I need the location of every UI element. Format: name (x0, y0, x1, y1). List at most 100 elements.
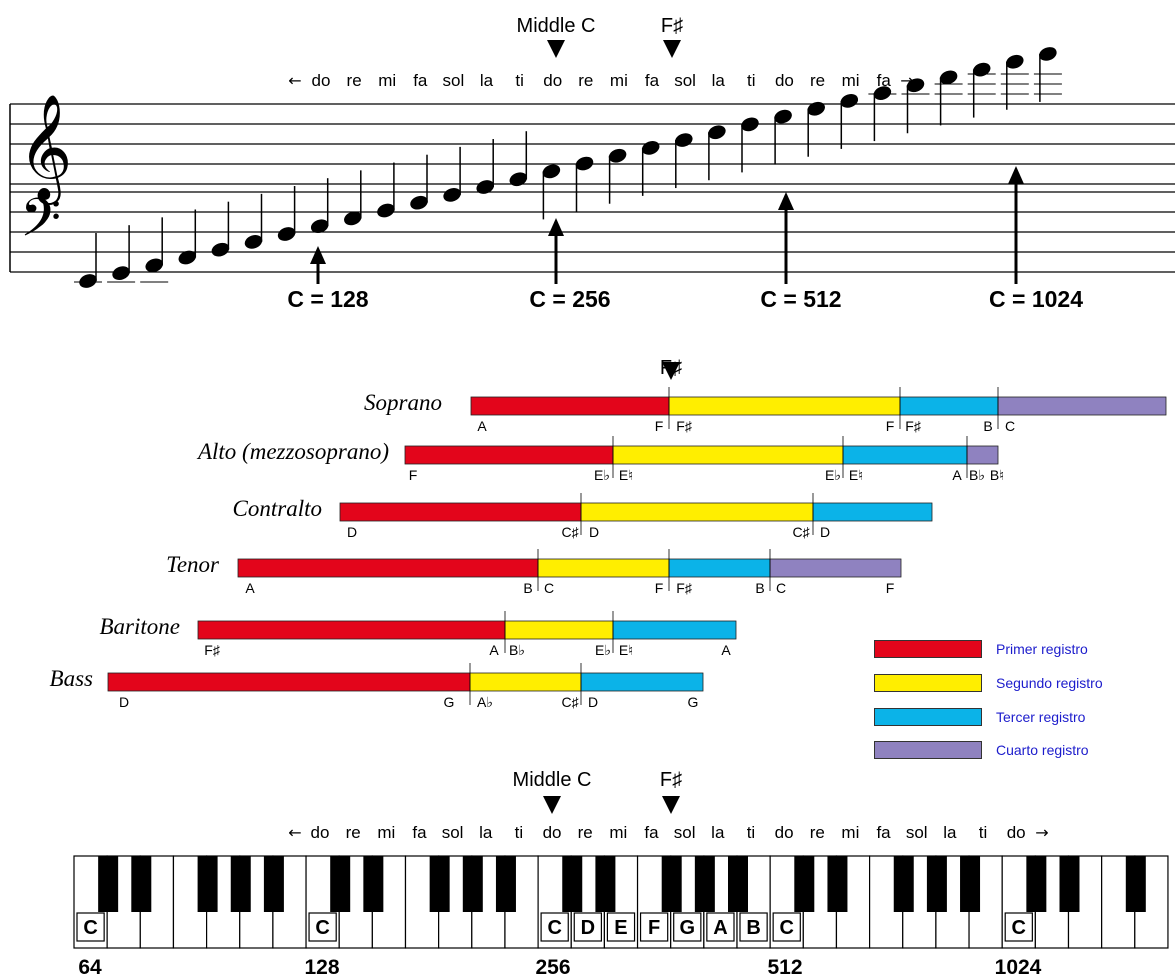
legend-swatch-tercer (874, 708, 982, 726)
staff-solfege-syllable: mi (378, 71, 396, 90)
keyboard-frequency-label: 512 (767, 956, 802, 979)
voice-note-label: A♭ (477, 694, 493, 710)
keyboard-solfege-syllable: re (578, 823, 593, 842)
voice-range-baritone: Baritone F♯ A B♭ E♭ E♮ A (100, 611, 737, 658)
keyboard-solfege-syllable: la (711, 823, 725, 842)
keyboard-solfege-syllable: ti (979, 823, 988, 842)
register-bar-tercer (613, 621, 736, 639)
voice-name: Tenor (166, 552, 220, 577)
staff-note (541, 162, 562, 219)
staff-note (640, 139, 661, 196)
black-key (1026, 856, 1046, 912)
keyboard-solfege-syllable: fa (412, 823, 427, 842)
register-bar-tercer (843, 446, 967, 464)
keyboard-solfege-syllable: sol (674, 823, 696, 842)
black-key (198, 856, 218, 912)
staff-solfege-syllable: ti (747, 71, 756, 90)
voice-note-label: A (245, 580, 255, 596)
black-key (98, 856, 118, 912)
voice-range-contralto: ContraltoD C♯ D C♯ D (233, 493, 932, 540)
register-bar-primer (238, 559, 538, 577)
keyboard-solfege-syllable: fa (876, 823, 891, 842)
black-key (927, 856, 947, 912)
voice-note-label: A (489, 642, 499, 658)
voice-note-label: B♭ (969, 467, 985, 483)
keyboard-solfege-syllable: la (943, 823, 957, 842)
keyboard-middle-c-label: Middle C (513, 769, 592, 791)
voice-range-alto: Alto (mezzosoprano) F E♭ E♮ E♭ E♮ A B♭ B♮ (196, 436, 1004, 483)
keyboard-solfege-syllable: la (479, 823, 493, 842)
keyboard-solfege-syllable: sol (906, 823, 928, 842)
voice-name: Contralto (233, 496, 322, 521)
black-key (827, 856, 847, 912)
legend-label: Segundo registro (996, 675, 1103, 691)
black-key (562, 856, 582, 912)
staff-note (1001, 53, 1029, 110)
voice-note-label: D (820, 524, 830, 540)
staff-lines (10, 104, 1175, 272)
register-bar-tercer (813, 503, 932, 521)
voice-range-bass: BassD G A♭ C♯ D G (50, 663, 703, 710)
black-key (330, 856, 350, 912)
voice-note-label: G (444, 694, 455, 710)
staff-notes (74, 45, 1062, 290)
keyboard-frequency-label: 256 (535, 956, 570, 979)
black-key (695, 856, 715, 912)
legend-item-tercer: Tercer registro (874, 708, 1164, 728)
keyboard-frequency-label: 128 (304, 956, 339, 979)
keyboard-solfege-row: ← do re mi fa sol la ti do re mi fa sol la ti do re mi fa s… (288, 823, 1048, 842)
keyboard-solfege-syllable: mi (377, 823, 395, 842)
keyboard-solfege-syllable: do (775, 823, 794, 842)
register-bar-segundo (538, 559, 669, 577)
black-key (662, 856, 682, 912)
voice-note-label: B♭ (509, 642, 525, 658)
voice-note-label: F (886, 580, 895, 596)
register-bar-segundo (581, 503, 813, 521)
voice-name: Alto (mezzosoprano) (196, 439, 389, 464)
staff-solfege-syllable: la (480, 71, 494, 90)
voice-note-label: D (589, 524, 599, 540)
legend-swatch-cuarto (874, 741, 982, 759)
keyboard-solfege-syllable: do (1007, 823, 1026, 842)
keyboard-solfege-arrow-right: → (1035, 823, 1048, 842)
legend-item-cuarto: Cuarto registro (874, 741, 1164, 761)
keyboard-solfege-syllable: re (346, 823, 361, 842)
staff-solfege-syllable: sol (674, 71, 696, 90)
voice-note-label: G (688, 694, 699, 710)
voice-note-label: F (886, 418, 895, 434)
staff-note (968, 60, 996, 117)
register-bar-segundo (613, 446, 843, 464)
voice-note-label: E♮ (619, 642, 633, 658)
keyboard-solfege-arrow-left: ← (288, 823, 301, 842)
up-arrow-icon (310, 246, 326, 264)
keyboard-solfege-syllable: do (311, 823, 330, 842)
staff-solfege-syllable: sol (443, 71, 465, 90)
staff-frequency-label: C = 128 (287, 286, 368, 312)
voice-note-label: E♮ (619, 467, 633, 483)
voice-note-label: D (588, 694, 598, 710)
register-bar-tercer (669, 559, 770, 577)
staff-solfege-syllable: fa (877, 71, 892, 90)
register-bar-cuarto (770, 559, 901, 577)
staff-note (673, 131, 694, 188)
staff-solfege-syllable: fa (645, 71, 660, 90)
keyboard-solfege-syllable: ti (747, 823, 756, 842)
bass-clef-icon: 𝄢 (20, 188, 61, 262)
register-bar-primer (471, 397, 669, 415)
legend-label: Tercer registro (996, 709, 1085, 725)
staff-fsharp-label: F♯ (661, 15, 683, 37)
register-bar-segundo (470, 673, 581, 691)
voice-name: Soprano (364, 390, 442, 415)
register-bar-primer (198, 621, 505, 639)
voice-note-label: C (1005, 418, 1015, 434)
keyboard-solfege-syllable: ti (515, 823, 524, 842)
legend-item-primer: Primer registro (874, 640, 1164, 660)
staff-note (839, 92, 860, 149)
black-key (430, 856, 450, 912)
voice-note-label: D (347, 524, 357, 540)
legend-swatch-primer (874, 640, 982, 658)
key-label: B (746, 917, 760, 939)
staff-note (935, 68, 963, 125)
voice-note-label: F♯ (905, 418, 922, 434)
